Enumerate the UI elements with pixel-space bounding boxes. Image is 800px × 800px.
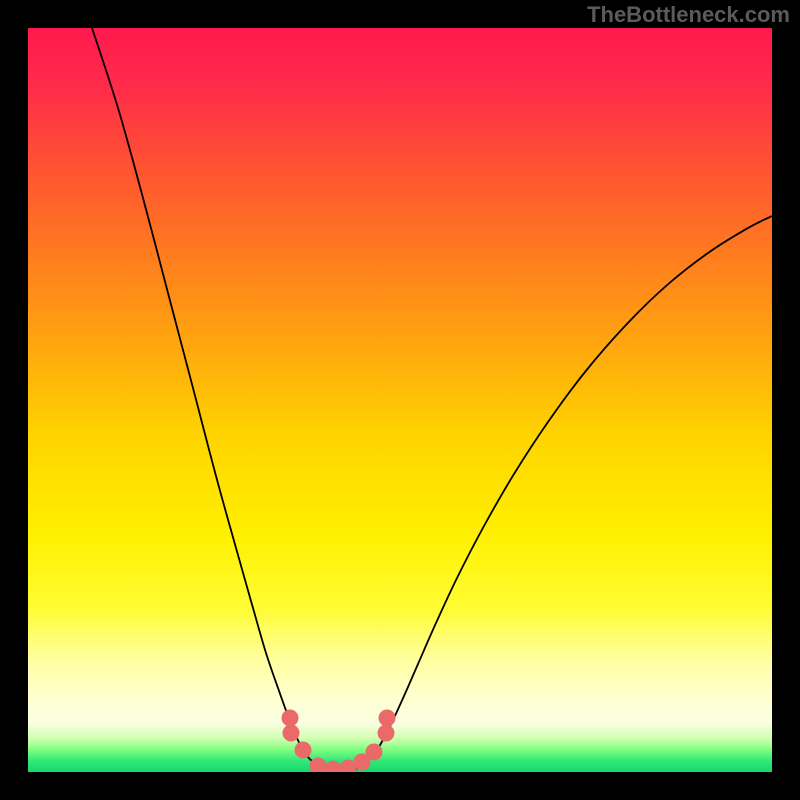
marker-dot	[283, 725, 300, 742]
chart-svg	[28, 28, 772, 772]
marker-dot	[282, 710, 299, 727]
gradient-background	[28, 28, 772, 772]
marker-dot	[366, 744, 383, 761]
marker-dot	[379, 710, 396, 727]
plot-area	[28, 28, 772, 772]
marker-dot	[378, 725, 395, 742]
chart-container: TheBottleneck.com	[0, 0, 800, 800]
watermark-text: TheBottleneck.com	[587, 2, 790, 28]
marker-dot	[295, 742, 312, 759]
